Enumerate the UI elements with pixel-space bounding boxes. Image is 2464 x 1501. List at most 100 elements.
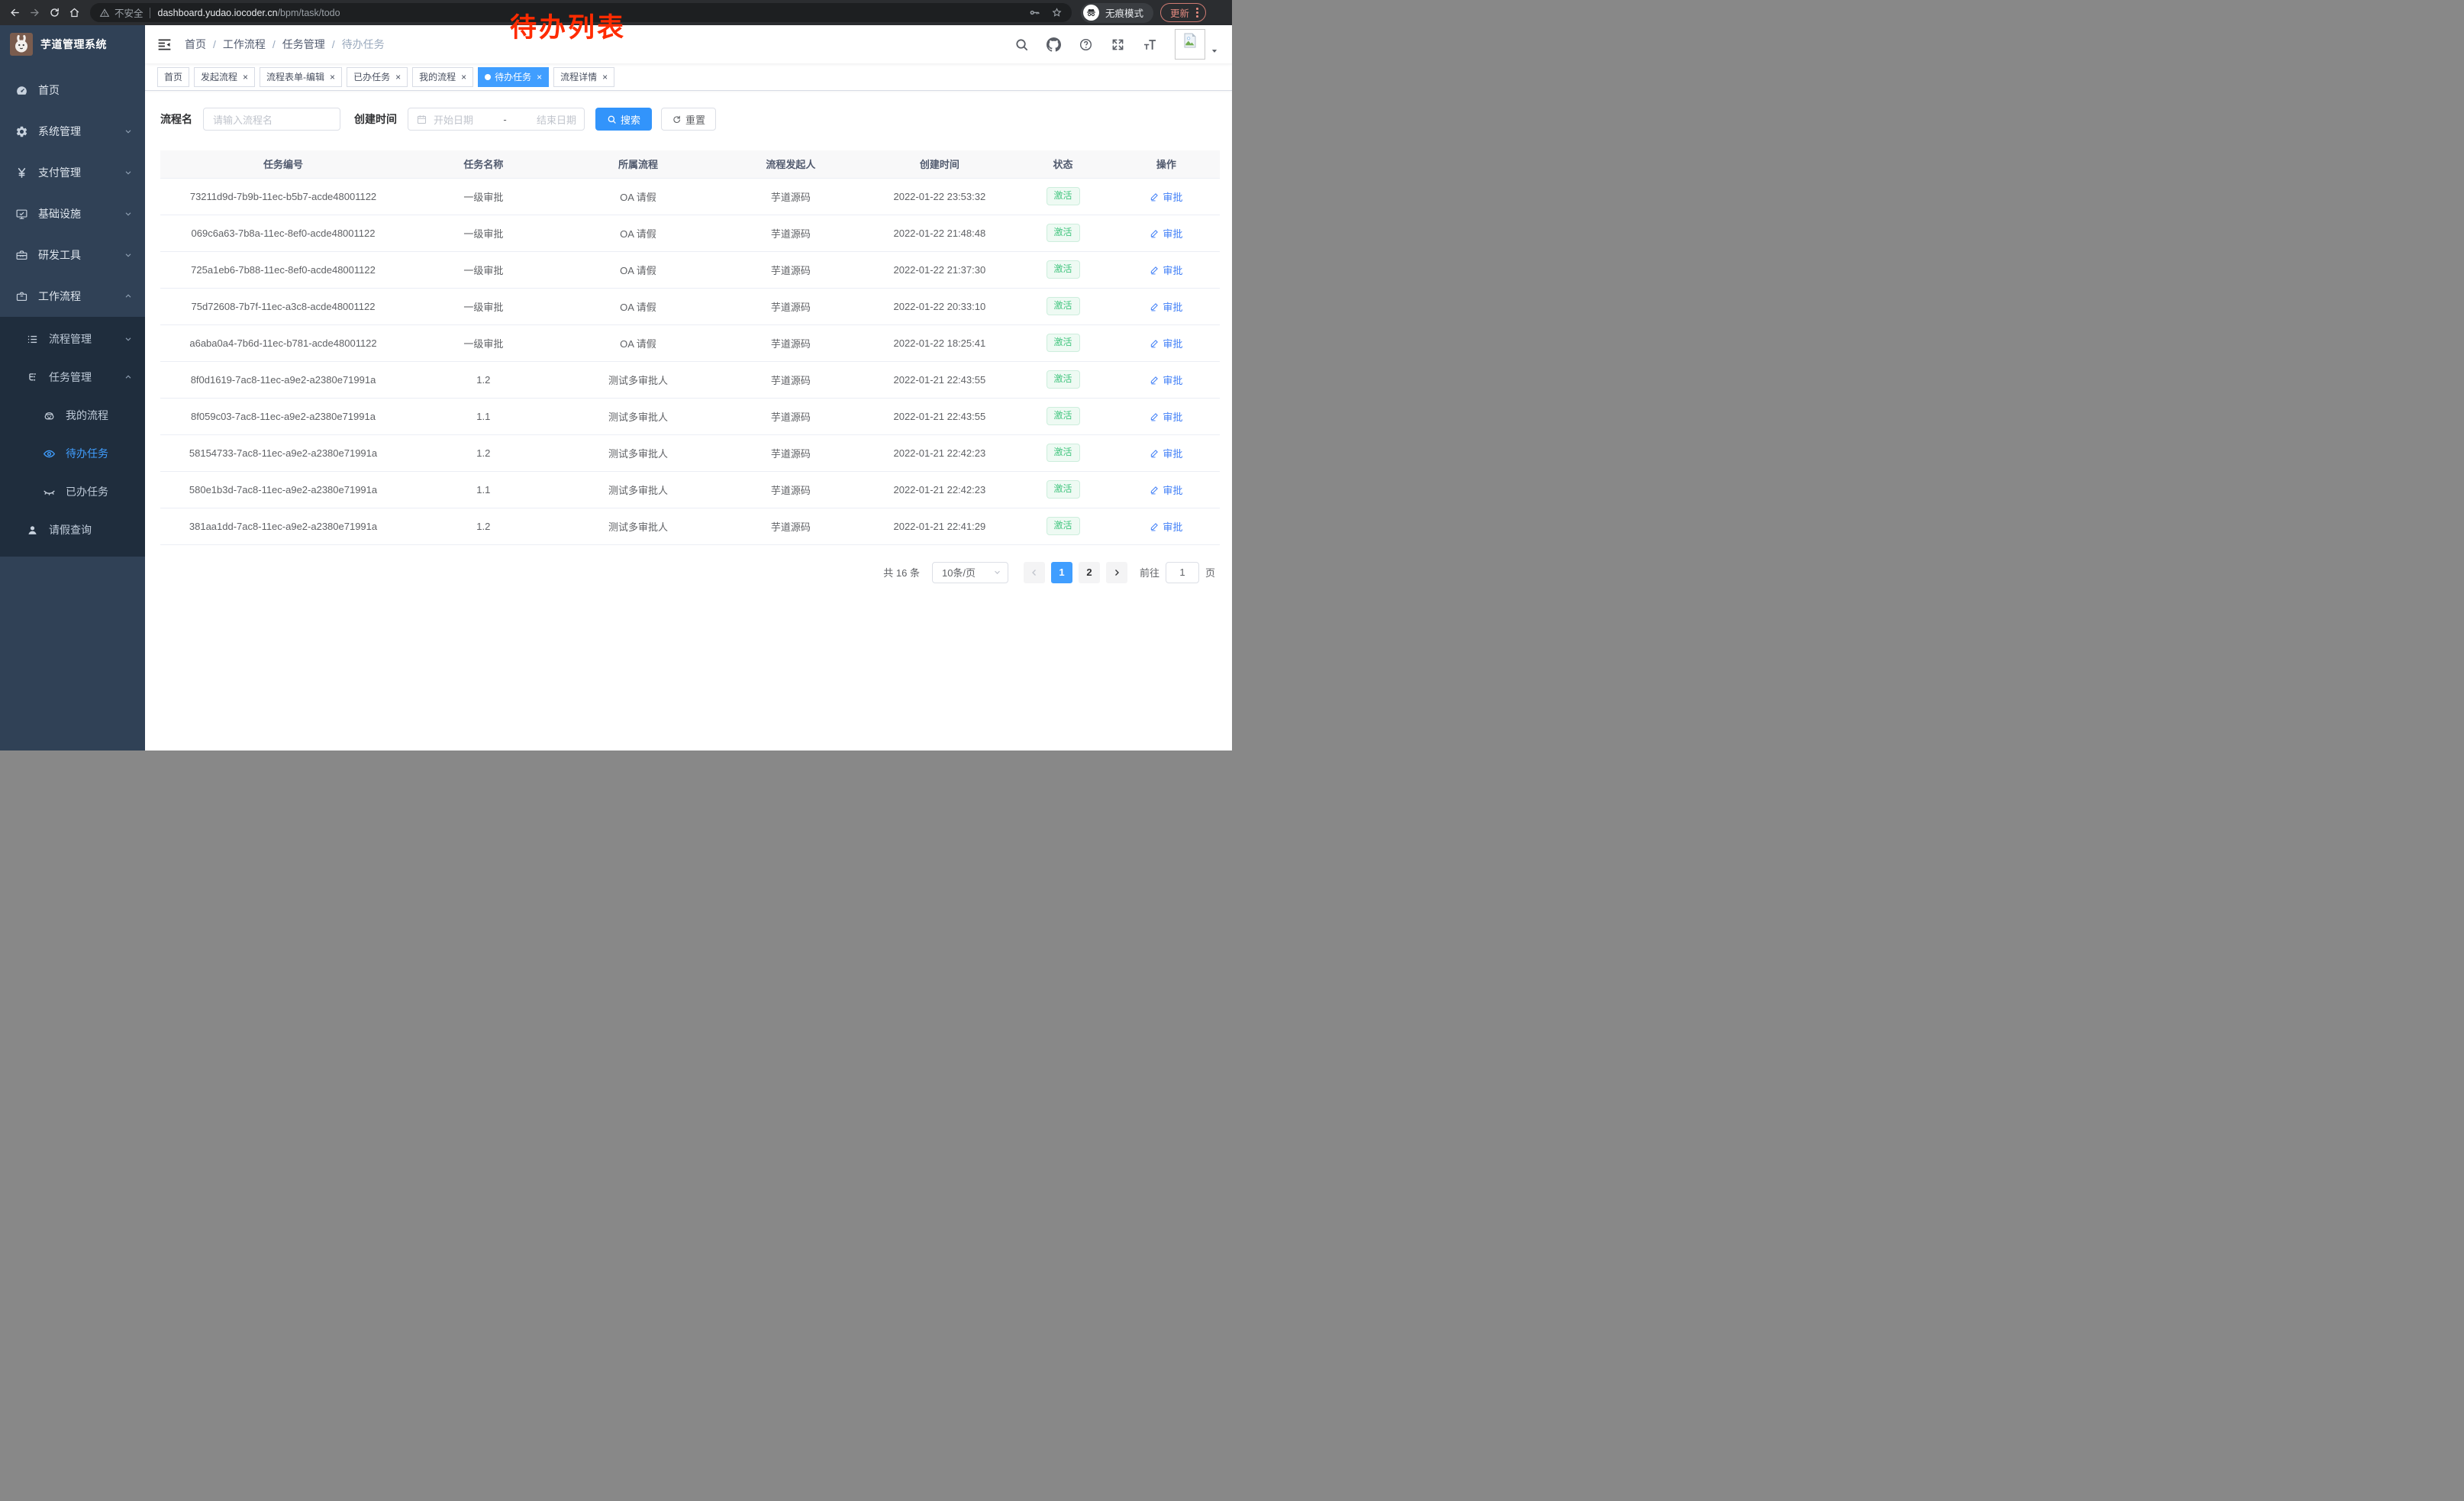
help-icon[interactable] [1079, 37, 1093, 52]
tab-我的流程[interactable]: 我的流程 × [412, 66, 474, 87]
update-button[interactable]: 更新 [1160, 3, 1206, 22]
sidebar-item-label: 研发工具 [38, 249, 81, 261]
approve-link[interactable]: 审批 [1150, 336, 1182, 350]
tab-流程详情[interactable]: 流程详情 × [553, 66, 615, 87]
chevron-down-icon [124, 168, 133, 177]
browser-menu-icon[interactable] [1196, 8, 1198, 18]
sidebar-item-workflow[interactable]: 工作流程 [0, 276, 145, 317]
sidebar-item-todo-task[interactable]: 待办任务 [0, 434, 145, 473]
cell-id-text: 8f0d1619-7ac8-11ec-a9e2-a2380e71991a [190, 373, 376, 386]
approve-link[interactable]: 审批 [1150, 446, 1182, 460]
cell-process-text: OA 请假 [620, 228, 656, 240]
tab-待办任务[interactable]: 待办任务 × [478, 66, 550, 87]
pen-icon [1150, 412, 1159, 421]
cell-status: 激活 [1013, 361, 1113, 399]
cell-time: 2022-01-21 22:43:55 [866, 361, 1014, 399]
approve-link[interactable]: 审批 [1150, 373, 1182, 387]
approve-link[interactable]: 审批 [1150, 226, 1182, 240]
approve-link[interactable]: 审批 [1150, 189, 1182, 204]
tab-已办任务[interactable]: 已办任务 × [347, 66, 408, 87]
tab-close-icon[interactable]: × [330, 71, 336, 82]
incognito-badge: 无痕模式 [1081, 2, 1154, 23]
fullscreen-icon[interactable] [1111, 37, 1125, 52]
sidebar-item-label: 已办任务 [66, 486, 108, 498]
key-icon[interactable] [1029, 7, 1040, 18]
cell-name-text: 一级审批 [463, 228, 504, 240]
chevron-down-icon [124, 334, 133, 344]
reload-icon[interactable] [44, 3, 64, 23]
tab-流程表单-编辑[interactable]: 流程表单-编辑 × [260, 66, 343, 87]
filter-bar: 流程名 请输入流程名 创建时间 开始日期 - 结束日期 [160, 108, 1220, 131]
page-size-select[interactable]: 10条/页 [931, 561, 1008, 583]
prev-page-button[interactable] [1023, 561, 1045, 583]
process-name-input[interactable]: 请输入流程名 [203, 108, 340, 131]
gear-icon [15, 125, 28, 138]
approve-link[interactable]: 审批 [1150, 483, 1182, 497]
tab-发起流程[interactable]: 发起流程 × [194, 66, 256, 87]
table-row: 75d72608-7b7f-11ec-a3c8-acde48001122 一级审批… [160, 288, 1220, 325]
sidebar-item-my-process[interactable]: 我的流程 [0, 396, 145, 434]
tab-close-icon[interactable]: × [537, 71, 543, 82]
sidebar-item-task-mgmt[interactable]: 任务管理 [0, 358, 145, 396]
cell-id-text: 069c6a63-7b8a-11ec-8ef0-acde48001122 [191, 227, 376, 239]
yen-icon [15, 166, 28, 179]
avatar[interactable] [1175, 29, 1205, 60]
tab-close-icon[interactable]: × [602, 71, 608, 82]
sidebar-item-label: 工作流程 [38, 290, 81, 302]
url-bar[interactable]: 不安全 dashboard.yudao.iocoder.cn/bpm/task/… [90, 3, 1072, 22]
table-row: 58154733-7ac8-11ec-a9e2-a2380e71991a 1.2 测… [160, 434, 1220, 472]
approve-link[interactable]: 审批 [1150, 263, 1182, 277]
cell-initiator: 芋道源码 [715, 324, 866, 362]
sidebar-item-payment[interactable]: 支付管理 [0, 152, 145, 193]
font-size-icon[interactable] [1143, 37, 1157, 52]
forward-icon[interactable] [24, 3, 44, 23]
breadcrumb-separator: / [213, 38, 216, 50]
sidebar: 芋道管理系统 首页系统管理 支付管理 基础设施研发工具工作流程流程管理 任务管理 我的流… [0, 25, 145, 750]
sidebar-item-system[interactable]: 系统管理 [0, 111, 145, 152]
cell-action: 审批 [1112, 508, 1220, 545]
goto-label: 前往 [1139, 567, 1159, 579]
next-page-button[interactable] [1105, 561, 1127, 583]
page-button-2[interactable]: 2 [1078, 561, 1100, 583]
sidebar-collapse-icon[interactable] [156, 37, 173, 53]
search-icon[interactable] [1014, 37, 1029, 52]
pen-icon [1150, 375, 1159, 385]
cell-process: OA 请假 [560, 251, 716, 289]
breadcrumb-item[interactable]: 任务管理 [282, 38, 325, 50]
sidebar-item-home[interactable]: 首页 [0, 69, 145, 111]
sidebar-item-label: 首页 [38, 84, 60, 96]
approve-link[interactable]: 审批 [1150, 299, 1182, 314]
cell-initiator-text: 芋道源码 [770, 484, 811, 496]
bookmark-star-icon[interactable] [1051, 7, 1063, 18]
reset-button[interactable]: 重置 [661, 108, 717, 131]
search-button[interactable]: 搜索 [595, 108, 653, 131]
cell-name-text: 一级审批 [463, 301, 504, 313]
breadcrumb-item[interactable]: 首页 [185, 38, 206, 50]
cell-time-text: 2022-01-21 22:43:55 [893, 410, 986, 422]
github-icon[interactable] [1047, 37, 1061, 52]
cell-time-text: 2022-01-22 18:25:41 [893, 337, 986, 349]
sidebar-item-process-mgmt[interactable]: 流程管理 [0, 320, 145, 358]
sidebar-item-devtools[interactable]: 研发工具 [0, 234, 145, 276]
flow-icon [26, 371, 39, 384]
date-range-input[interactable]: 开始日期 - 结束日期 [408, 108, 585, 131]
tab-首页[interactable]: 首页 [157, 66, 190, 87]
approve-link[interactable]: 审批 [1150, 519, 1182, 534]
sidebar-item-leave-query[interactable]: 请假查询 [0, 511, 145, 549]
back-icon[interactable] [5, 3, 24, 23]
pen-icon [1150, 521, 1159, 531]
breadcrumb-item[interactable]: 工作流程 [222, 38, 266, 50]
goto-page-input[interactable]: 1 [1165, 561, 1199, 583]
approve-link[interactable]: 审批 [1150, 409, 1182, 424]
tab-close-icon[interactable]: × [461, 71, 467, 82]
sidebar-logo-row[interactable]: 芋道管理系统 [0, 25, 145, 63]
avatar-caret-icon[interactable] [1211, 47, 1218, 55]
tab-close-icon[interactable]: × [395, 71, 402, 82]
sidebar-item-infra[interactable]: 基础设施 [0, 193, 145, 234]
page-button-1[interactable]: 1 [1050, 561, 1072, 583]
home-icon[interactable] [64, 3, 84, 23]
tab-close-icon[interactable]: × [243, 71, 249, 82]
sidebar-item-done-task[interactable]: 已办任务 [0, 473, 145, 511]
cell-id-text: 75d72608-7b7f-11ec-a3c8-acde48001122 [191, 300, 376, 312]
